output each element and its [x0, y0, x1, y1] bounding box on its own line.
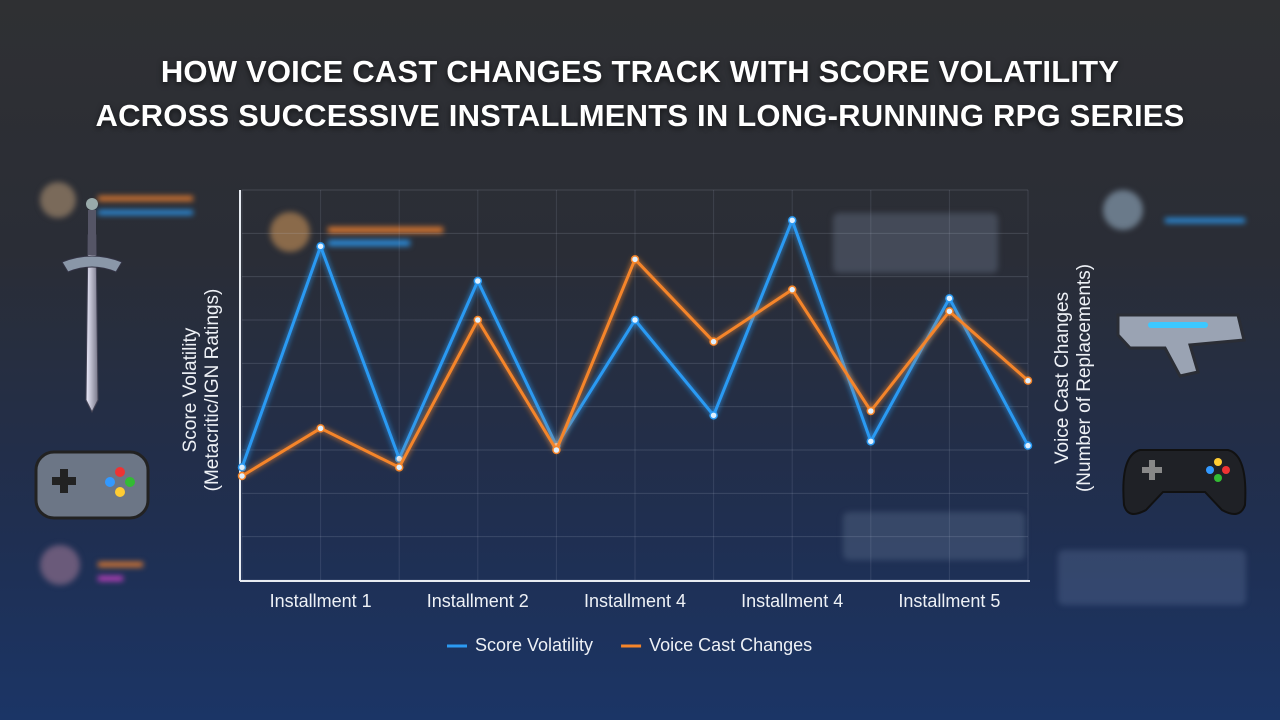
data-point [1023, 441, 1033, 450]
data-point [945, 294, 954, 303]
x-tick-label: Installment 4 [584, 591, 686, 611]
data-point [866, 437, 876, 446]
decor-card [843, 512, 1025, 560]
data-point [787, 285, 797, 294]
axis-title: Voice Cast Changes(Number of Replacement… [1052, 264, 1095, 492]
legend-label: Voice Cast Changes [649, 635, 812, 655]
data-point [473, 276, 483, 286]
data-point [709, 411, 718, 420]
controller-icon [1122, 449, 1247, 515]
chart-title: HOW VOICE CAST CHANGES TRACK WITH SCORE … [95, 54, 1185, 133]
data-point [237, 463, 247, 472]
data-point [787, 216, 797, 225]
data-point [709, 337, 718, 346]
axis-title-text: Score Volatility(Metacritic/IGN Ratings) [180, 289, 223, 492]
decor-card [833, 213, 998, 273]
data-point [316, 242, 325, 251]
data-point [237, 471, 247, 481]
data-point [866, 406, 876, 416]
data-point [552, 445, 561, 455]
data-point [630, 315, 640, 325]
data-point [630, 255, 640, 264]
axis-title: Score Volatility(Metacritic/IGN Ratings) [180, 289, 223, 492]
decor-card [40, 182, 1246, 605]
x-tick-label: Installment 2 [427, 591, 529, 611]
x-tick-label: Installment 4 [741, 591, 843, 611]
x-tick-label: Installment 1 [270, 591, 372, 611]
x-tick-label: Installment 5 [898, 591, 1000, 611]
sword-icon [61, 198, 123, 414]
data-point [394, 463, 404, 472]
data-point [945, 307, 954, 316]
data-point [316, 424, 325, 433]
plot-area: Installment 1 Installment 2 Installment 4 I… [180, 189, 1095, 655]
axis-title-text: Voice Cast Changes(Number of Replacement… [1052, 264, 1095, 492]
legend-label: Score Volatility [475, 635, 593, 655]
data-point [473, 315, 483, 325]
blaster-icon [1116, 313, 1246, 378]
data-point [1023, 376, 1033, 385]
gamepad-icon [34, 450, 150, 520]
